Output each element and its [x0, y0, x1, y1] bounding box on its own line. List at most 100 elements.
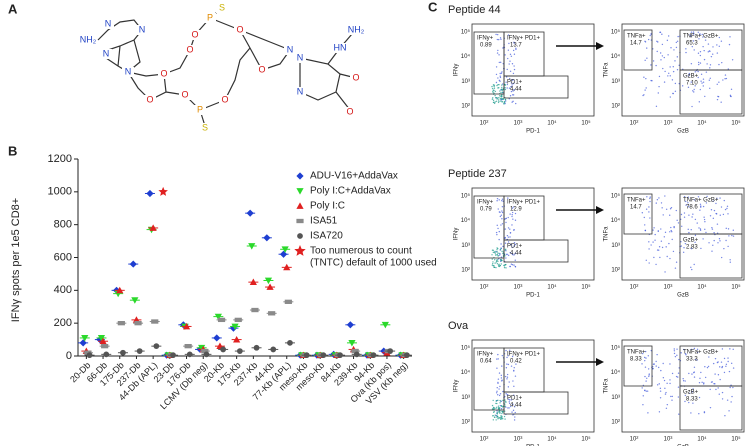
atom-label: N	[297, 86, 304, 96]
event-dot	[719, 197, 721, 199]
atom-label: N	[105, 18, 112, 28]
y-tick-label: 10⁴	[611, 53, 621, 60]
event-dot	[507, 236, 510, 238]
event-dot	[645, 357, 647, 359]
atom-bg	[294, 87, 306, 97]
event-dot	[497, 381, 499, 384]
y-tick-label: 10³	[611, 395, 620, 401]
event-dot	[508, 42, 510, 45]
event-dot	[664, 271, 666, 273]
y-tick-label: 400	[54, 284, 72, 296]
event-dot	[702, 36, 704, 38]
gate	[679, 233, 743, 279]
event-dot	[716, 223, 719, 225]
event-dot	[673, 49, 675, 51]
event-dot	[699, 377, 701, 380]
event-dot	[513, 68, 516, 71]
event-dot	[703, 383, 705, 385]
event-dot	[498, 388, 500, 390]
event-dot	[726, 399, 729, 401]
event-dot	[674, 90, 677, 92]
gate-name: GzB+	[683, 238, 699, 244]
event-dot	[725, 363, 728, 366]
event-dot	[721, 391, 724, 394]
event-dot	[513, 53, 516, 55]
event-dot	[690, 412, 692, 414]
atom-bg	[184, 45, 196, 55]
event-dot	[492, 419, 495, 421]
event-dot	[513, 367, 515, 369]
x-tick-label: 10²	[630, 437, 639, 443]
event-dot	[492, 411, 495, 414]
event-dot	[702, 205, 705, 208]
x-tick-label: 10⁴	[697, 284, 707, 291]
event-dot	[700, 73, 703, 76]
gate-value: 8.33	[686, 397, 698, 403]
event-dot	[677, 222, 680, 224]
atom-bg	[256, 65, 268, 75]
event-dot	[665, 391, 667, 394]
x-axis-label: GzB	[677, 129, 689, 135]
gate-value: 12.9	[510, 207, 522, 213]
event-dot	[658, 246, 661, 248]
event-dot	[500, 259, 502, 261]
event-dot	[730, 384, 732, 386]
x-tick-label: 10⁴	[547, 120, 557, 127]
event-dot	[507, 363, 510, 366]
event-dot	[513, 229, 515, 231]
y-tick-label: 10⁴	[461, 53, 471, 60]
event-dot	[511, 214, 513, 216]
event-dot	[659, 397, 662, 399]
event-dot	[648, 375, 650, 378]
event-dot	[646, 47, 648, 49]
event-dot	[506, 87, 508, 89]
event-dot	[674, 355, 677, 358]
event-dot	[494, 262, 496, 264]
event-dot	[702, 238, 704, 240]
y-axis-label: IFNy	[454, 380, 460, 393]
event-dot	[508, 401, 510, 403]
event-dot	[645, 380, 647, 382]
event-dot	[688, 214, 690, 216]
gate-name: TNFa+	[627, 350, 646, 356]
event-dot	[660, 369, 662, 372]
event-dot	[662, 214, 664, 216]
event-dot	[503, 415, 506, 418]
event-dot	[690, 35, 692, 37]
atom-bg	[334, 43, 346, 53]
event-dot	[501, 101, 503, 103]
event-dot	[510, 263, 513, 265]
y-tick-label: 10²	[611, 268, 620, 274]
legend-marker	[296, 202, 304, 209]
event-dot	[496, 33, 499, 36]
event-dot	[716, 98, 719, 101]
gate	[623, 29, 653, 71]
event-dot	[501, 250, 503, 253]
event-dot	[718, 45, 721, 47]
event-dot	[505, 263, 507, 266]
event-dot	[502, 418, 504, 420]
event-dot	[510, 243, 512, 246]
event-dot	[496, 358, 498, 360]
event-dot	[693, 347, 696, 350]
event-dot	[648, 374, 650, 376]
event-dot	[693, 199, 696, 201]
legend-marker	[296, 172, 304, 180]
event-dot	[715, 388, 717, 391]
y-tick-label: 10³	[461, 79, 470, 85]
event-dot	[492, 399, 494, 402]
event-dot	[500, 377, 503, 379]
event-dot	[655, 365, 657, 367]
event-dot	[725, 227, 727, 230]
atom-bg	[294, 53, 306, 63]
event-dot	[665, 246, 667, 248]
atom-label: N	[287, 44, 294, 54]
event-dot	[691, 105, 693, 108]
event-dot	[729, 259, 731, 261]
event-dot	[666, 39, 669, 42]
event-dot	[500, 95, 502, 98]
event-dot	[497, 227, 499, 230]
event-dot	[644, 89, 646, 91]
event-dot	[709, 77, 711, 79]
event-dot	[712, 46, 714, 48]
